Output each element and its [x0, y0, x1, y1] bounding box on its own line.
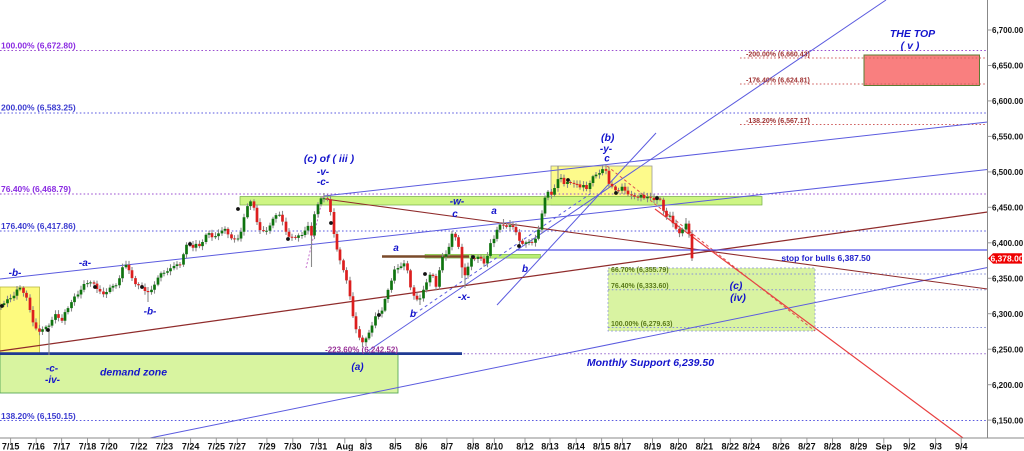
svg-text:7/30: 7/30 — [284, 442, 302, 451]
svg-text:7/31: 7/31 — [310, 442, 328, 451]
svg-text:8/5: 8/5 — [389, 442, 402, 451]
svg-text:8/27: 8/27 — [798, 442, 816, 451]
svg-text:( v ): ( v ) — [901, 40, 920, 52]
svg-text:7/17: 7/17 — [53, 442, 71, 451]
svg-text:100.00% (6,672.80): 100.00% (6,672.80) — [1, 41, 76, 51]
svg-text:7/23: 7/23 — [156, 442, 174, 451]
svg-text:6,150.00: 6,150.00 — [992, 416, 1024, 425]
svg-text:c: c — [452, 209, 458, 220]
svg-text:8/19: 8/19 — [644, 442, 662, 451]
svg-text:176.40% (6,417.86): 176.40% (6,417.86) — [1, 221, 76, 231]
svg-text:9/2: 9/2 — [903, 442, 916, 451]
svg-text:6,450.00: 6,450.00 — [992, 204, 1024, 213]
svg-text:8/17: 8/17 — [614, 442, 632, 451]
svg-text:Sep: Sep — [876, 442, 893, 451]
svg-text:6,700.00: 6,700.00 — [992, 26, 1024, 35]
svg-text:(c) of ( iii ): (c) of ( iii ) — [304, 153, 355, 165]
svg-text:7/29: 7/29 — [258, 442, 276, 451]
svg-text:8/8: 8/8 — [467, 442, 480, 451]
svg-text:6,200.00: 6,200.00 — [992, 381, 1024, 390]
svg-text:stop for bulls 6,387.50: stop for bulls 6,387.50 — [781, 253, 871, 263]
svg-text:9/4: 9/4 — [955, 442, 968, 451]
svg-text:7/22: 7/22 — [130, 442, 148, 451]
svg-text:6,500.00: 6,500.00 — [992, 168, 1024, 177]
svg-text:-223.60% (6,242.52): -223.60% (6,242.52) — [325, 345, 398, 354]
svg-text:a: a — [491, 206, 497, 217]
svg-text:(a): (a) — [351, 362, 364, 373]
svg-text:8/15: 8/15 — [593, 442, 611, 451]
svg-text:7/15: 7/15 — [2, 442, 20, 451]
svg-text:8/26: 8/26 — [772, 442, 790, 451]
svg-text:76.40% (6,468.79): 76.40% (6,468.79) — [1, 184, 71, 194]
svg-text:Aug: Aug — [336, 442, 354, 451]
svg-text:9/3: 9/3 — [929, 442, 942, 451]
svg-text:(c): (c) — [730, 280, 743, 292]
svg-text:8/21: 8/21 — [696, 442, 714, 451]
svg-text:c: c — [604, 154, 610, 165]
svg-text:-iv-: -iv- — [45, 375, 61, 386]
svg-text:Monthly Support 6,239.50: Monthly Support 6,239.50 — [587, 357, 714, 369]
svg-text:-138.20% (6,567.17): -138.20% (6,567.17) — [746, 118, 810, 125]
svg-text:6,300.00: 6,300.00 — [992, 310, 1024, 319]
svg-text:8/6: 8/6 — [415, 442, 428, 451]
svg-text:6,600.00: 6,600.00 — [992, 97, 1024, 106]
svg-text:8/20: 8/20 — [670, 442, 688, 451]
svg-text:8/12: 8/12 — [516, 442, 534, 451]
svg-text:-200.00% (6,660.43): -200.00% (6,660.43) — [746, 52, 810, 59]
svg-text:-x-: -x- — [458, 292, 471, 303]
svg-text:7/18: 7/18 — [79, 442, 97, 451]
svg-text:(b): (b) — [601, 132, 615, 144]
svg-text:6,250.00: 6,250.00 — [992, 345, 1024, 354]
svg-text:-a-: -a- — [79, 258, 92, 269]
svg-text:(iv): (iv) — [730, 292, 746, 304]
svg-text:b: b — [522, 264, 528, 275]
svg-text:7/24: 7/24 — [182, 442, 200, 451]
svg-text:8/3: 8/3 — [360, 442, 373, 451]
svg-text:6,650.00: 6,650.00 — [992, 62, 1024, 71]
svg-text:b: b — [410, 309, 416, 320]
svg-text:7/20: 7/20 — [100, 442, 118, 451]
svg-text:7/16: 7/16 — [27, 442, 45, 451]
svg-text:-v-: -v- — [317, 167, 330, 178]
svg-text:demand zone: demand zone — [100, 367, 167, 379]
svg-text:a: a — [393, 243, 399, 254]
svg-text:8/7: 8/7 — [441, 442, 454, 451]
svg-text:-c-: -c- — [46, 364, 59, 375]
svg-text:76.40% (6,333.60): 76.40% (6,333.60) — [611, 283, 669, 290]
svg-text:8/13: 8/13 — [541, 442, 559, 451]
svg-text:8/28: 8/28 — [824, 442, 842, 451]
svg-text:66.70% (6,355.79): 66.70% (6,355.79) — [611, 267, 669, 274]
svg-text:200.00% (6,583.25): 200.00% (6,583.25) — [1, 103, 76, 113]
svg-text:-w-: -w- — [450, 197, 465, 208]
svg-text:6,350.00: 6,350.00 — [992, 275, 1024, 284]
svg-text:-y-: -y- — [600, 144, 613, 155]
svg-text:-176.40% (6,624.81): -176.40% (6,624.81) — [746, 78, 810, 85]
svg-text:6,378.00: 6,378.00 — [990, 254, 1023, 264]
svg-text:6,550.00: 6,550.00 — [992, 133, 1024, 142]
svg-text:138.20% (6,150.15): 138.20% (6,150.15) — [1, 411, 76, 421]
svg-text:-c-: -c- — [317, 177, 330, 188]
svg-text:8/22: 8/22 — [722, 442, 740, 451]
svg-text:THE TOP: THE TOP — [890, 28, 936, 40]
svg-text:-b-: -b- — [9, 268, 22, 279]
svg-text:6,400.00: 6,400.00 — [992, 239, 1024, 248]
svg-text:8/10: 8/10 — [486, 442, 504, 451]
svg-text:8/14: 8/14 — [567, 442, 585, 451]
svg-text:8/24: 8/24 — [743, 442, 761, 451]
svg-text:7/25: 7/25 — [208, 442, 226, 451]
svg-text:8/29: 8/29 — [850, 442, 868, 451]
svg-text:7/27: 7/27 — [229, 442, 247, 451]
svg-text:-b-: -b- — [144, 307, 157, 318]
svg-text:100.00% (6,279.63): 100.00% (6,279.63) — [611, 321, 673, 328]
